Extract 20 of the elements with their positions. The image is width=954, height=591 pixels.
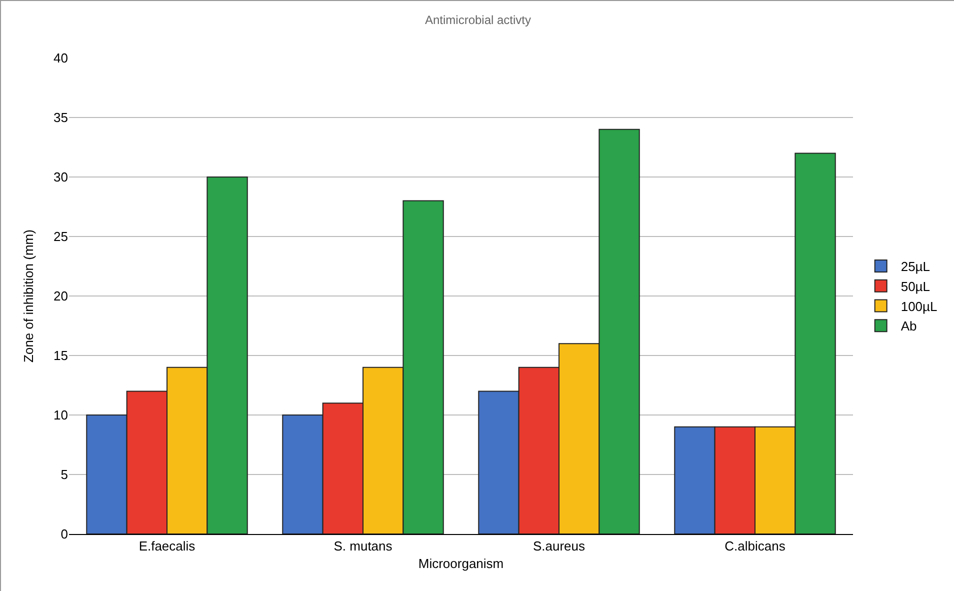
- legend-label: 100µL: [900, 298, 938, 314]
- y-tick-label: 0: [60, 526, 68, 542]
- y-axis-title: Zone of inhibition (mm): [21, 230, 36, 362]
- x-tick-label: C.albicans: [724, 538, 786, 554]
- y-tick-label: 10: [54, 408, 68, 423]
- y-tick-label: 5: [60, 467, 68, 482]
- x-tick-label: S. mutans: [334, 538, 393, 554]
- legend-label: Ab: [900, 318, 917, 334]
- legend-label: 50µL: [900, 278, 930, 294]
- chart-title: Antimicrobial activty: [424, 13, 532, 28]
- y-tick-label: 20: [54, 288, 68, 304]
- x-tick-label: E.faecalis: [138, 538, 196, 554]
- y-tick-label: 15: [54, 348, 68, 364]
- y-tick-label: 30: [54, 170, 68, 185]
- x-tick-label: S.aureus: [532, 538, 586, 554]
- legend-label: 25µL: [900, 259, 930, 274]
- y-tick-label: 35: [54, 110, 68, 126]
- x-axis-title: Microorganism: [418, 556, 504, 572]
- y-tick-label: 25: [54, 229, 68, 244]
- y-tick-label: 40: [54, 50, 68, 66]
